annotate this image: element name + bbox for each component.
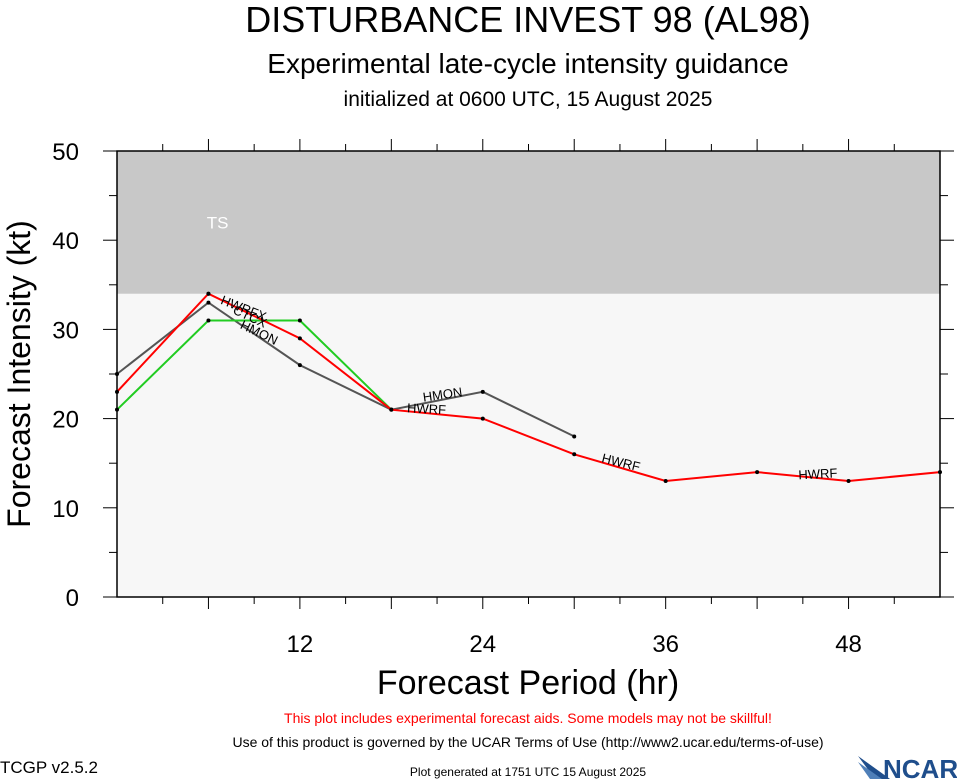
data-point-hwrf	[480, 416, 485, 421]
data-point-hwrf	[938, 470, 942, 475]
y-tick-label: 0	[66, 585, 79, 612]
terms-of-use: Use of this product is governed by the U…	[232, 734, 823, 750]
data-point-hwrf	[115, 389, 119, 394]
intensity-band-label: TS	[207, 214, 229, 233]
data-point-hmon	[115, 372, 119, 376]
data-point-hwrfx	[206, 291, 211, 296]
x-tick-label: 12	[287, 631, 314, 658]
data-point-hmon	[572, 434, 577, 439]
data-point-hwrf	[846, 479, 851, 484]
data-point-hmon	[480, 389, 485, 394]
ncar-logo-swoosh-icon	[858, 756, 890, 779]
data-point-hwrf	[572, 452, 577, 457]
x-tick-label: 48	[835, 631, 862, 658]
generated-timestamp: Plot generated at 1751 UTC 15 August 202…	[410, 765, 646, 779]
version-label: TCGP v2.5.2	[0, 758, 98, 777]
intensity-band-ts	[117, 151, 940, 294]
data-point-hwrf	[663, 479, 668, 484]
series-label-hmon: HMON	[422, 384, 463, 404]
series-line-hmon	[116, 301, 575, 438]
y-axis-label: Forecast Intensity (kt)	[1, 220, 37, 528]
y-tick-label: 10	[52, 496, 79, 523]
init-time: initialized at 0600 UTC, 15 August 2025	[344, 88, 713, 111]
data-point-hwrf	[389, 407, 394, 412]
series-line-ctcx	[116, 319, 392, 411]
x-tick-label: 24	[469, 631, 496, 658]
chart-subtitle: Experimental late-cycle intensity guidan…	[267, 48, 788, 79]
data-point-ctcx	[115, 407, 119, 412]
chart-title: DISTURBANCE INVEST 98 (AL98)	[245, 0, 811, 40]
ncar-logo: NCAR	[858, 754, 957, 780]
data-point-hwrf	[297, 336, 302, 341]
x-axis-label: Forecast Period (hr)	[377, 664, 679, 702]
data-point-hmon	[206, 300, 211, 305]
series-label-hwrf: HWRF	[798, 465, 838, 482]
experimental-warning: This plot includes experimental forecast…	[284, 710, 772, 726]
data-point-hwrf	[755, 470, 760, 475]
y-tick-label: 20	[52, 407, 79, 434]
y-tick-label: 50	[52, 139, 79, 166]
x-tick-label: 36	[652, 631, 679, 658]
data-point-ctcx	[297, 318, 302, 323]
ncar-logo-text: NCAR	[883, 754, 957, 780]
data-point-hmon	[297, 363, 302, 368]
data-point-ctcx	[206, 318, 211, 323]
series-label-hwrf: HWRF	[407, 400, 447, 417]
series-line-hwrf	[116, 292, 941, 483]
y-tick-label: 30	[52, 317, 79, 344]
y-tick-label: 40	[52, 228, 79, 255]
